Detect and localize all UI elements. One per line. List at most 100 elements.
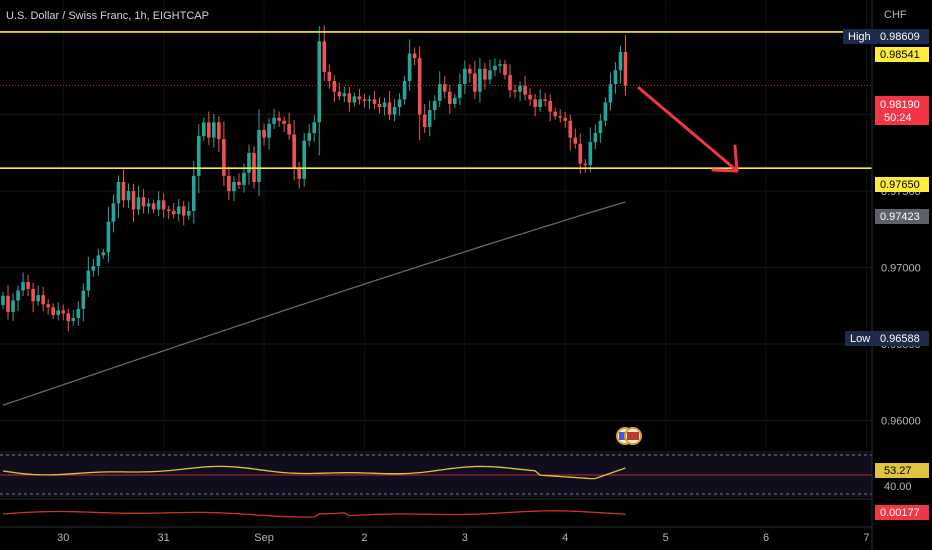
candle-body — [171, 211, 176, 215]
candle-body — [302, 140, 306, 179]
time-tick-label: 3 — [462, 532, 468, 544]
candle-body — [488, 70, 492, 80]
candle-body — [553, 111, 557, 117]
candle-body — [237, 181, 241, 186]
time-axis[interactable]: 3031Sep23456789 — [57, 532, 932, 544]
candle-body — [392, 107, 397, 115]
candle-body — [613, 70, 618, 85]
high-value: 0.98609 — [880, 31, 920, 43]
candle-body — [578, 143, 583, 164]
low-value: 0.96588 — [880, 333, 920, 345]
candle-body — [342, 93, 347, 97]
candle-body — [217, 122, 221, 140]
candle-body — [432, 100, 437, 111]
candle-body — [463, 68, 467, 85]
current-price-value: 0.98190 — [880, 99, 920, 111]
candle-body — [116, 181, 121, 204]
candle-body — [397, 99, 402, 108]
candle-body — [41, 295, 45, 305]
candle-body — [422, 114, 427, 127]
candle-body — [111, 203, 116, 222]
candle-body — [16, 290, 20, 301]
time-tick-label: 7 — [863, 532, 869, 544]
time-tick-label: 6 — [763, 532, 769, 544]
candle-body — [267, 123, 271, 138]
candle-body — [352, 96, 357, 103]
candle-body — [327, 71, 332, 82]
candle-body — [81, 290, 86, 309]
candle-body — [483, 68, 487, 80]
candle-body — [513, 90, 517, 92]
candle-body — [332, 81, 337, 92]
candle-body — [46, 304, 50, 308]
candle-body — [71, 318, 76, 322]
candle-body — [196, 136, 201, 176]
arrow-shaft — [637, 86, 738, 172]
candle-body — [176, 206, 181, 215]
candle-body — [131, 191, 136, 210]
candle-body — [362, 99, 367, 101]
rsi-pane — [0, 451, 872, 497]
time-tick-label: 4 — [562, 532, 568, 544]
support-badge: 0.97650 — [875, 177, 929, 192]
resistance-badge: 0.98541 — [875, 47, 929, 62]
candle-body — [528, 94, 532, 100]
candle-body — [382, 102, 387, 108]
candle-body — [86, 270, 91, 291]
candle-body — [101, 252, 106, 256]
candle-body — [282, 120, 286, 124]
price-tick-label: 0.97000 — [881, 263, 921, 275]
moving-average-line — [2, 201, 626, 406]
current-price-badge: 0.98190 50:24 — [875, 96, 929, 125]
candle-body — [191, 175, 196, 212]
candle-body — [583, 163, 588, 166]
candle-body — [568, 120, 573, 138]
economic-event-icons[interactable] — [616, 427, 642, 445]
candle-body — [257, 129, 261, 182]
candle-body — [503, 64, 507, 75]
time-tick-label: 2 — [361, 532, 367, 544]
candle-body — [181, 206, 186, 216]
candle-body — [6, 295, 10, 312]
candle-body — [608, 84, 613, 103]
symbol-title[interactable]: U.S. Dollar / Swiss Franc, 1h, EIGHTCAP — [6, 10, 209, 22]
candle-body — [447, 91, 452, 104]
candle-body — [207, 122, 211, 138]
bar-countdown: 50:24 — [884, 112, 912, 124]
candle-body — [478, 68, 482, 92]
candle-body — [21, 282, 25, 291]
candle-body — [498, 64, 502, 66]
candle-body — [277, 117, 281, 121]
candle-body — [603, 102, 608, 121]
candle-body — [322, 41, 327, 72]
candle-body — [166, 209, 171, 212]
candle-body — [468, 68, 472, 74]
candle-body — [427, 110, 432, 127]
candle-body — [242, 172, 246, 186]
rsi-value-badge: 53.27 — [875, 463, 929, 478]
candle-body — [533, 99, 537, 108]
ma-badge: 0.97423 — [875, 209, 929, 224]
candle-body — [56, 310, 61, 315]
candle-body — [548, 100, 552, 112]
candle-body — [563, 117, 568, 121]
candle-body — [458, 84, 462, 98]
candle-body — [66, 313, 71, 322]
candle-body — [227, 175, 231, 192]
candle-body — [312, 122, 317, 134]
candle-body — [357, 96, 362, 100]
resistance-value: 0.98541 — [880, 49, 920, 61]
candle-body — [136, 197, 141, 210]
candle-body — [337, 91, 342, 97]
candle-body — [36, 295, 40, 302]
candle-body — [538, 99, 542, 108]
bearish-arrow[interactable] — [637, 86, 739, 173]
candle-body — [141, 197, 146, 207]
candle-body — [247, 152, 251, 173]
candle-body — [262, 129, 266, 138]
candle-body — [317, 41, 322, 123]
grid — [0, 0, 872, 448]
candle-body — [186, 211, 191, 216]
candle-body — [367, 99, 372, 101]
